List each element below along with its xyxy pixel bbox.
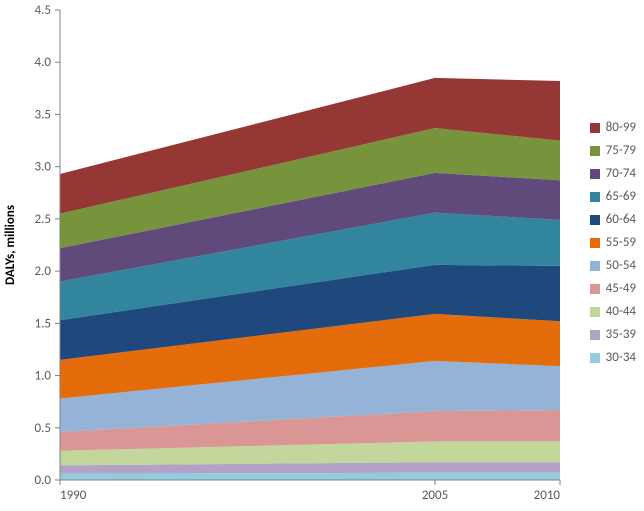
stacked-area-chart: 0.0 0.5 1.0 1.5 2.0 2.5 3.0 3.5 4.0 4.5 1990 2005 20… xyxy=(0,0,644,511)
area-series-30-34 xyxy=(60,473,560,480)
legend-label: 55-59 xyxy=(606,235,636,250)
y-tick-label: 1.5 xyxy=(35,316,51,331)
legend-swatch xyxy=(590,146,600,156)
y-tick-label: 4.0 xyxy=(35,55,52,70)
x-tick-label: 2005 xyxy=(422,488,448,503)
legend-label: 35-39 xyxy=(606,327,636,342)
legend-swatch xyxy=(590,192,600,202)
legend-item-60-64: 60-64 xyxy=(590,212,636,227)
legend-swatch xyxy=(590,215,600,225)
legend-swatch xyxy=(590,169,600,179)
legend-item-35-39: 35-39 xyxy=(590,327,636,342)
y-tick-label: 1.0 xyxy=(35,369,52,384)
legend-item-45-49: 45-49 xyxy=(590,281,636,296)
y-tick-label: 4.5 xyxy=(35,3,51,18)
legend-label: 50-54 xyxy=(606,258,636,273)
legend-item-65-69: 65-69 xyxy=(590,189,636,204)
y-tick-label: 3.5 xyxy=(35,107,51,122)
legend-label: 45-49 xyxy=(606,281,636,296)
legend-item-75-79: 75-79 xyxy=(590,143,636,158)
x-tick-label: 2010 xyxy=(534,488,561,503)
legend-swatch xyxy=(590,123,600,133)
legend-label: 70-74 xyxy=(606,166,636,181)
legend-label: 75-79 xyxy=(606,143,636,158)
legend-item-40-44: 40-44 xyxy=(590,304,636,319)
legend-item-55-59: 55-59 xyxy=(590,235,636,250)
legend-item-30-34: 30-34 xyxy=(590,350,636,365)
legend-swatch xyxy=(590,307,600,317)
legend-label: 80-99 xyxy=(606,120,636,135)
legend-item-50-54: 50-54 xyxy=(590,258,636,273)
y-tick-label: 0.5 xyxy=(35,421,51,436)
legend-swatch xyxy=(590,284,600,294)
legend-item-80-99: 80-99 xyxy=(590,120,636,135)
legend-swatch xyxy=(590,330,600,340)
legend-label: 65-69 xyxy=(606,189,636,204)
legend-label: 40-44 xyxy=(606,304,636,319)
legend-swatch xyxy=(590,353,600,363)
legend-swatch xyxy=(590,238,600,248)
chart-container: 0.0 0.5 1.0 1.5 2.0 2.5 3.0 3.5 4.0 4.5 1990 2005 20… xyxy=(0,0,644,511)
y-axis-title: DALYs, millions xyxy=(3,205,18,285)
x-tick-label: 1990 xyxy=(60,488,87,503)
y-tick-label: 2.5 xyxy=(35,212,51,227)
legend-label: 30-34 xyxy=(606,350,636,365)
legend-label: 60-64 xyxy=(606,212,636,227)
y-tick-label: 0.0 xyxy=(35,473,52,488)
legend-item-70-74: 70-74 xyxy=(590,166,636,181)
y-tick-label: 2.0 xyxy=(35,264,52,279)
legend-swatch xyxy=(590,261,600,271)
legend: 80-99 75-79 70-74 65-69 60-64 55-59 50-54 45-49… xyxy=(590,120,636,373)
y-tick-label: 3.0 xyxy=(35,160,52,175)
